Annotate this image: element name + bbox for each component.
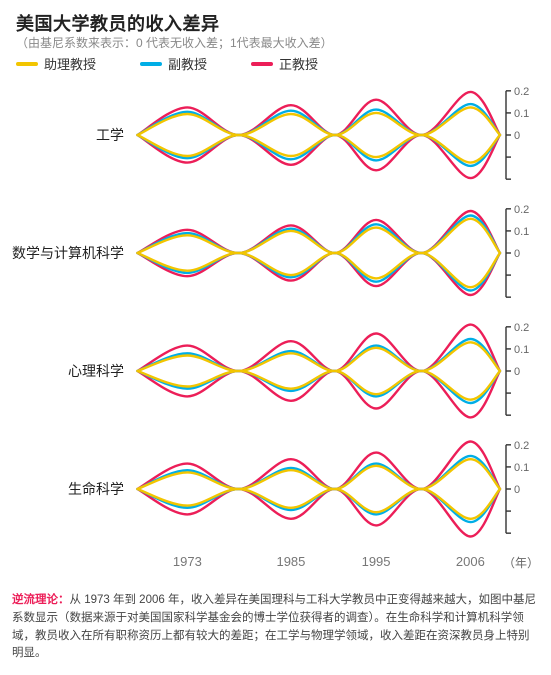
legend-item-assistant: 助理教授 <box>16 54 96 73</box>
x-tick-label: 1995 <box>362 554 391 569</box>
series-assistant <box>137 219 500 287</box>
x-axis-unit: （年） <box>503 554 539 571</box>
panel-2: 心理科学 0 0.1 0.2 <box>0 318 551 424</box>
caption-body: 从 1973 年到 2006 年，收入差异在美国理科与工科大学教员中正变得越来越… <box>12 594 536 659</box>
panel-label: 心理科学 <box>0 361 124 381</box>
x-tick-label: 1985 <box>276 554 305 569</box>
legend-swatch-assistant <box>16 62 38 66</box>
y-tick-label: 0.2 <box>514 204 529 216</box>
panel-label: 数学与计算机科学 <box>0 243 124 263</box>
panel-0: 工学 0 0.1 0.2 <box>0 82 551 188</box>
legend-swatch-full <box>251 62 273 66</box>
y-tick-label: 0 <box>514 248 520 260</box>
legend-item-full: 正教授 <box>251 54 318 73</box>
series-full <box>137 325 500 418</box>
legend-label-assistant: 助理教授 <box>44 54 96 73</box>
caption-lead: 逆流理论： <box>12 594 70 606</box>
chart-title: 美国大学教员的收入差异 <box>16 10 220 36</box>
caption: 逆流理论：从 1973 年到 2006 年，收入差异在美国理科与工科大学教员中正… <box>12 592 539 663</box>
y-tick-label: 0.1 <box>514 344 529 356</box>
x-axis: （年） 1973 1985 1995 2006 <box>0 554 551 574</box>
y-tick-label: 0.1 <box>514 108 529 120</box>
legend: 助理教授 副教授 正教授 <box>16 54 318 73</box>
series-full <box>137 92 500 178</box>
series-associate <box>137 216 500 291</box>
y-tick-label: 0.2 <box>514 86 529 98</box>
y-tick-label: 0.1 <box>514 226 529 238</box>
legend-swatch-associate <box>140 62 162 66</box>
y-tick-label: 0.2 <box>514 322 529 334</box>
y-tick-label: 0 <box>514 366 520 378</box>
chart-subtitle: （由基尼系数来表示：0 代表无收入差；1代表最大收入差） <box>16 34 333 51</box>
legend-item-associate: 副教授 <box>140 54 207 73</box>
legend-label-associate: 副教授 <box>168 54 207 73</box>
series-full <box>137 211 500 295</box>
legend-label-full: 正教授 <box>279 54 318 73</box>
series-full <box>137 442 500 537</box>
figure-root: { "title": "美国大学教员的收入差异", "subtitle": "（… <box>0 0 551 675</box>
x-tick-label: 2006 <box>456 554 485 569</box>
y-tick-label: 0.2 <box>514 440 529 452</box>
y-tick-label: 0 <box>514 130 520 142</box>
y-tick-label: 0.1 <box>514 462 529 474</box>
x-tick-label: 1973 <box>173 554 202 569</box>
panel-1: 数学与计算机科学 0 0.1 0.2 <box>0 200 551 306</box>
panel-label: 工学 <box>0 125 124 145</box>
y-tick-label: 0 <box>514 484 520 496</box>
panel-3: 生命科学 0 0.1 0.2 <box>0 436 551 542</box>
panel-label: 生命科学 <box>0 479 124 499</box>
